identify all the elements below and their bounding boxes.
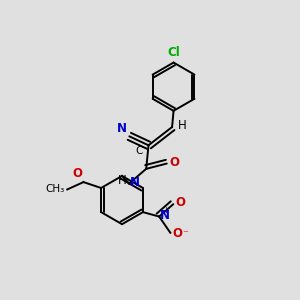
Text: O: O xyxy=(73,167,83,180)
Text: N: N xyxy=(160,209,170,222)
Text: ⁻: ⁻ xyxy=(183,229,189,239)
Text: O: O xyxy=(170,156,180,169)
Text: N: N xyxy=(130,176,140,189)
Text: +: + xyxy=(162,206,169,215)
Text: CH₃: CH₃ xyxy=(46,184,65,194)
Text: C: C xyxy=(136,146,143,156)
Text: O: O xyxy=(175,196,185,209)
Text: H: H xyxy=(117,173,126,187)
Text: N: N xyxy=(117,122,127,135)
Text: H: H xyxy=(177,119,186,132)
Text: Cl: Cl xyxy=(167,46,180,59)
Text: O: O xyxy=(172,227,182,240)
